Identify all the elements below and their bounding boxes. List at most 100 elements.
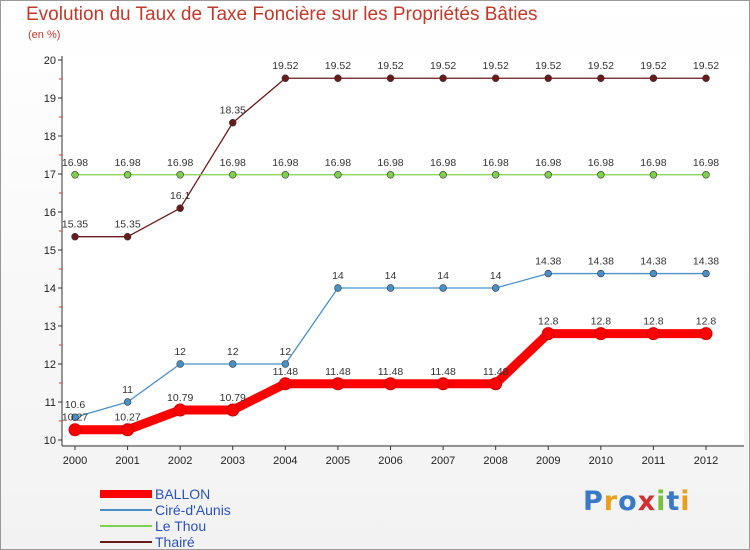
data-point (699, 327, 713, 341)
data-label: 12 (279, 346, 291, 358)
logo-letter: r (603, 486, 619, 517)
data-point (334, 171, 342, 179)
data-label: 16.98 (325, 157, 351, 169)
legend-label: Ciré-d'Aunis (155, 502, 231, 518)
x-tick-label: 2011 (642, 455, 666, 467)
data-label: 11.48 (325, 366, 351, 378)
x-tick-label: 2012 (694, 455, 718, 467)
data-label: 19.52 (272, 60, 298, 72)
data-point (386, 171, 395, 179)
y-tick-label: 12 (44, 359, 56, 371)
legend-swatch (100, 525, 152, 527)
x-tick-label: 2009 (536, 455, 560, 467)
data-point (176, 171, 184, 179)
data-label: 10.27 (114, 412, 140, 424)
data-label: 19.52 (483, 60, 509, 72)
x-tick-label: 2003 (221, 455, 245, 467)
x-tick-label: 2005 (326, 455, 350, 467)
data-label: 16.98 (377, 157, 403, 169)
data-point (334, 284, 342, 292)
data-point (229, 171, 237, 179)
chart-subtitle: (en %) (28, 29, 61, 41)
data-label: 11.48 (378, 366, 404, 378)
y-tick-label: 15 (44, 245, 56, 257)
data-point (71, 171, 79, 179)
data-point (176, 204, 184, 212)
y-tick-label: 10 (44, 435, 56, 447)
data-label: 16.98 (535, 157, 561, 169)
y-tick-label: 17 (44, 169, 56, 181)
logo-letter: o (618, 486, 638, 517)
data-label: 12 (174, 346, 186, 358)
data-label: 10.79 (167, 392, 193, 404)
data-point (281, 171, 290, 179)
data-point (436, 377, 450, 391)
legend-swatch (100, 541, 152, 543)
data-point (386, 284, 395, 292)
y-tick-label: 13 (44, 321, 56, 333)
data-point (541, 327, 555, 341)
data-point (331, 377, 345, 391)
data-label: 12.8 (643, 316, 664, 328)
data-point (649, 171, 658, 179)
data-point (702, 171, 710, 179)
data-label: 12.8 (696, 316, 717, 328)
data-point (123, 233, 132, 241)
data-point (439, 284, 447, 292)
data-point (229, 118, 237, 127)
y-tick-label: 16 (44, 207, 56, 219)
y-tick-label: 20 (44, 55, 56, 67)
data-point (226, 403, 240, 417)
x-tick-label: 2006 (378, 455, 402, 467)
data-point (68, 423, 82, 437)
data-label: 14.38 (640, 256, 666, 268)
data-label: 14 (332, 270, 344, 282)
data-point (544, 269, 552, 278)
data-point (439, 171, 447, 179)
data-point (334, 74, 342, 82)
data-label: 11.48 (483, 366, 509, 378)
x-tick-label: 2000 (63, 455, 87, 467)
data-label: 15.35 (114, 219, 140, 231)
data-label: 14.38 (588, 256, 614, 268)
data-point (384, 377, 397, 391)
data-label: 16.98 (220, 157, 246, 169)
data-label: 10.6 (65, 399, 86, 411)
data-point (597, 269, 605, 278)
data-label: 14.38 (535, 256, 561, 268)
data-point (176, 360, 184, 368)
logo-letter: t (666, 486, 681, 517)
legend-label: BALLON (155, 486, 211, 502)
data-label: 19.52 (535, 60, 561, 72)
y-tick-label: 19 (44, 93, 56, 105)
data-point (386, 74, 395, 82)
logo-letter: i (656, 486, 667, 517)
x-tick-label: 2004 (273, 455, 297, 467)
legend-label: Le Thou (155, 518, 207, 534)
y-tick-label: 11 (45, 397, 56, 409)
data-label: 19.52 (693, 60, 719, 72)
data-label: 16.98 (114, 157, 140, 169)
data-label: 19.52 (325, 60, 351, 72)
data-point (649, 74, 658, 82)
data-label: 19.52 (640, 60, 666, 72)
data-label: 12 (227, 346, 239, 358)
data-point (544, 171, 552, 179)
data-label: 19.52 (377, 60, 403, 72)
data-label: 16.98 (640, 157, 666, 169)
logo-letter: i (680, 486, 691, 517)
data-label: 16.98 (430, 157, 456, 169)
data-point (123, 398, 132, 406)
x-tick-label: 2010 (589, 455, 613, 467)
data-point (71, 233, 79, 241)
data-point (597, 171, 605, 179)
data-point (544, 74, 552, 82)
data-point (71, 413, 79, 421)
x-tick-label: 2002 (168, 455, 192, 467)
data-label: 14 (490, 270, 502, 282)
data-label: 14 (385, 270, 397, 282)
x-tick-label: 2008 (483, 455, 507, 467)
data-label: 12.8 (538, 316, 559, 328)
data-label: 16.98 (167, 157, 193, 169)
